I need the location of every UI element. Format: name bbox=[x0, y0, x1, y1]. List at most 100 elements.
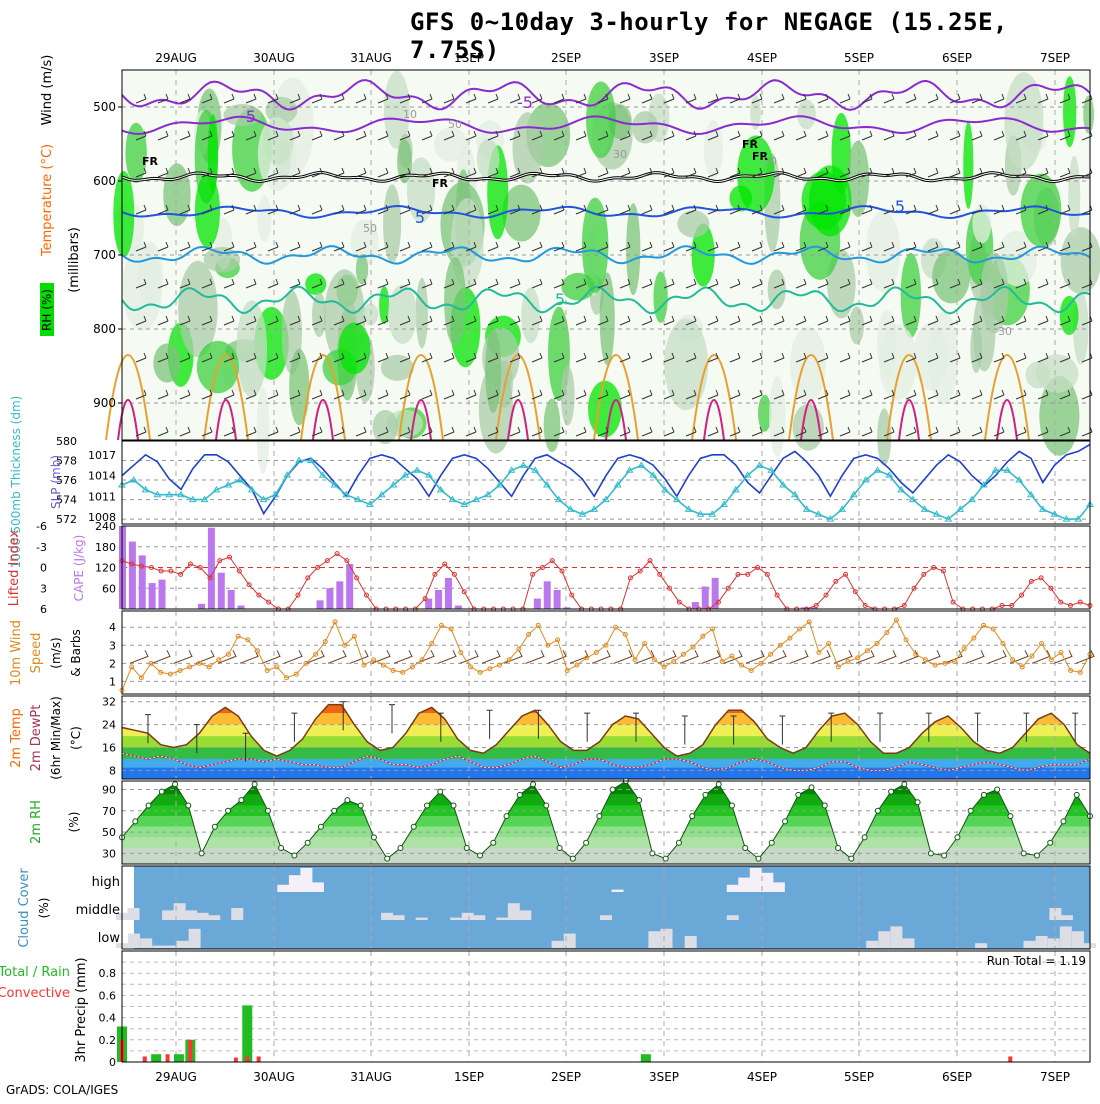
minmax-whisker bbox=[974, 712, 981, 742]
thickness-marker bbox=[920, 505, 929, 512]
wind-barb bbox=[613, 650, 633, 664]
rh-marker bbox=[1073, 791, 1080, 798]
wind-barb bbox=[641, 130, 653, 141]
wind-barb bbox=[157, 130, 169, 141]
wind-barb bbox=[641, 93, 653, 104]
cloud-bar-low bbox=[866, 940, 879, 948]
panel-frame bbox=[121, 780, 1091, 865]
rh-blob bbox=[265, 96, 298, 124]
date-label-bottom: 7SEP bbox=[1040, 1070, 1070, 1084]
wind-barb bbox=[399, 315, 411, 326]
rh-marker bbox=[370, 834, 377, 841]
wind-barb bbox=[135, 426, 147, 437]
wind-barb bbox=[1015, 315, 1027, 326]
thickness-marker bbox=[460, 500, 469, 507]
tick-label-left: 3 bbox=[40, 582, 47, 595]
wind-barb bbox=[993, 241, 1005, 252]
wind-barb bbox=[179, 130, 191, 141]
wind-barb bbox=[597, 241, 609, 252]
wind-barb bbox=[245, 167, 257, 178]
thickness-marker bbox=[708, 510, 717, 517]
tick-label: 600 bbox=[93, 174, 116, 188]
wind-barb bbox=[437, 650, 457, 664]
rh-blob bbox=[972, 203, 992, 244]
wind-barb bbox=[619, 241, 631, 252]
wind-barb bbox=[927, 352, 939, 363]
wind-barb bbox=[553, 389, 565, 400]
thickness-marker bbox=[554, 495, 563, 503]
wind-barb bbox=[641, 204, 653, 215]
wind-barb bbox=[355, 93, 367, 104]
thickness-line bbox=[121, 459, 1091, 521]
wind-barb bbox=[553, 167, 565, 178]
wind10m-marker bbox=[380, 662, 386, 668]
wind-barb bbox=[173, 650, 193, 664]
wind-barb bbox=[1075, 650, 1095, 664]
temp-contour-25 bbox=[800, 399, 822, 441]
wind-barb bbox=[289, 352, 301, 363]
wind-barb bbox=[421, 315, 433, 326]
wind-barb bbox=[421, 278, 433, 289]
wind-barb bbox=[245, 278, 257, 289]
wind-barb bbox=[1059, 315, 1071, 326]
wind-barb bbox=[751, 93, 763, 104]
rh-shading bbox=[113, 71, 1100, 474]
minmax-whisker bbox=[437, 712, 444, 742]
wind-barb bbox=[289, 278, 301, 289]
cloud-bar-middle bbox=[507, 903, 520, 920]
wind-barb bbox=[663, 278, 675, 289]
thickness-marker bbox=[932, 510, 941, 517]
wind-barb bbox=[443, 352, 455, 363]
rh-marker bbox=[238, 797, 245, 804]
wind-barb bbox=[377, 93, 389, 104]
rh-blob bbox=[932, 249, 971, 304]
wind-barb bbox=[465, 204, 477, 215]
wind-barb bbox=[399, 204, 411, 215]
cape-bar bbox=[346, 564, 354, 609]
wind10m-marker bbox=[429, 640, 435, 646]
rh-blob bbox=[900, 252, 921, 338]
rh-marker bbox=[251, 781, 258, 788]
wind-barb bbox=[531, 426, 543, 437]
wind-barb bbox=[465, 93, 477, 104]
wind-barb bbox=[773, 130, 785, 141]
rh-marker bbox=[848, 855, 855, 862]
rh-blob bbox=[879, 324, 917, 400]
lifted-index-marker bbox=[999, 603, 1005, 609]
wind-barb bbox=[861, 315, 873, 326]
wind-barb bbox=[377, 130, 389, 141]
rh-marker bbox=[835, 845, 842, 852]
wind-barb bbox=[377, 167, 389, 178]
panel-frame bbox=[121, 865, 1091, 950]
lifted-index-marker bbox=[852, 589, 858, 595]
lifted-index-marker bbox=[921, 571, 927, 577]
cloud-bar-middle bbox=[726, 915, 739, 920]
lifted-index-marker bbox=[715, 599, 721, 605]
wind10m-marker bbox=[913, 651, 919, 657]
contour-label: 30 bbox=[613, 148, 627, 161]
wind-barb bbox=[751, 315, 763, 326]
contour-label: 30 bbox=[763, 155, 777, 168]
wind-barb bbox=[421, 167, 433, 178]
rh-marker bbox=[556, 845, 563, 852]
wind-barb bbox=[129, 650, 149, 664]
wind-barb bbox=[575, 389, 587, 400]
thickness-marker bbox=[731, 485, 740, 493]
wind-barb bbox=[773, 278, 785, 289]
temp-band bbox=[122, 747, 1090, 759]
wind10m-marker bbox=[535, 622, 541, 628]
cape-bar bbox=[563, 607, 571, 609]
wind-barb bbox=[751, 352, 763, 363]
wind10m-marker bbox=[797, 626, 803, 632]
rh-marker bbox=[410, 823, 417, 830]
lifted-index-marker bbox=[266, 599, 272, 605]
cloud-bar-low bbox=[648, 931, 661, 948]
date-label-bottom: 29AUG bbox=[155, 1070, 197, 1084]
wind-barb bbox=[135, 167, 147, 178]
wind-barb bbox=[525, 650, 545, 664]
minmax-whisker bbox=[633, 712, 639, 742]
tick-label: 90 bbox=[102, 784, 116, 797]
cape-bar bbox=[711, 577, 719, 609]
wind-barb bbox=[289, 315, 301, 326]
tick-label: 16 bbox=[102, 742, 116, 755]
